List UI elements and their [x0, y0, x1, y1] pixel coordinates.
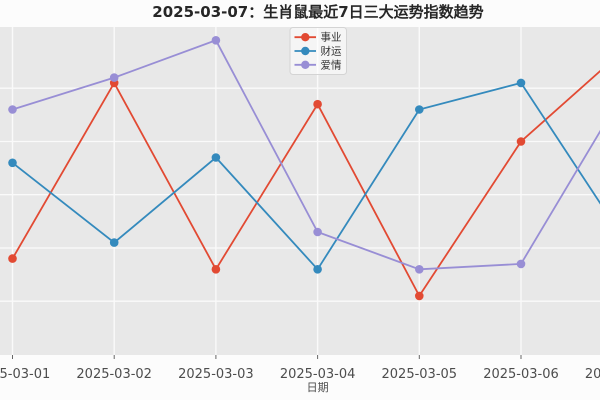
career-legend-label: 事业	[321, 31, 342, 44]
plot-area	[0, 27, 600, 355]
wealth-point	[109, 238, 119, 247]
x-tick-label: 2025-03-02	[76, 367, 152, 382]
love-point	[516, 259, 526, 269]
love-legend-marker-icon	[301, 60, 310, 69]
love-point	[8, 105, 17, 114]
x-tick-label: 2025-03-03	[178, 367, 254, 382]
x-tick-label: 2025-03-05	[382, 367, 458, 382]
wealth-point	[516, 78, 526, 88]
wealth-point	[313, 265, 322, 274]
love-point	[313, 227, 322, 237]
love-point	[211, 36, 221, 45]
career-point	[313, 99, 322, 109]
career-point	[8, 254, 17, 263]
chart-title: 2025-03-07：生肖鼠最近7日三大运势指数趋势	[152, 3, 483, 21]
wealth-point	[8, 158, 17, 168]
wealth-legend-label: 财运	[321, 45, 342, 58]
career-point	[516, 137, 526, 146]
x-tick-label: 2025-03-07	[585, 367, 600, 382]
x-axis-label: 日期	[307, 381, 329, 394]
x-tick-label: 2025-03-04	[280, 367, 356, 382]
career-legend-marker-icon	[301, 33, 310, 42]
wealth-point	[211, 153, 221, 162]
wealth-point	[415, 105, 424, 114]
career-point	[211, 265, 221, 274]
love-legend-label: 爱情	[321, 58, 342, 71]
x-tick-label: 2025-03-06	[483, 367, 559, 382]
career-point	[415, 291, 424, 301]
x-tick-label: 2025-03-01	[0, 367, 50, 382]
love-point	[415, 265, 424, 274]
love-point	[109, 73, 119, 82]
wealth-legend-marker-icon	[301, 46, 310, 56]
